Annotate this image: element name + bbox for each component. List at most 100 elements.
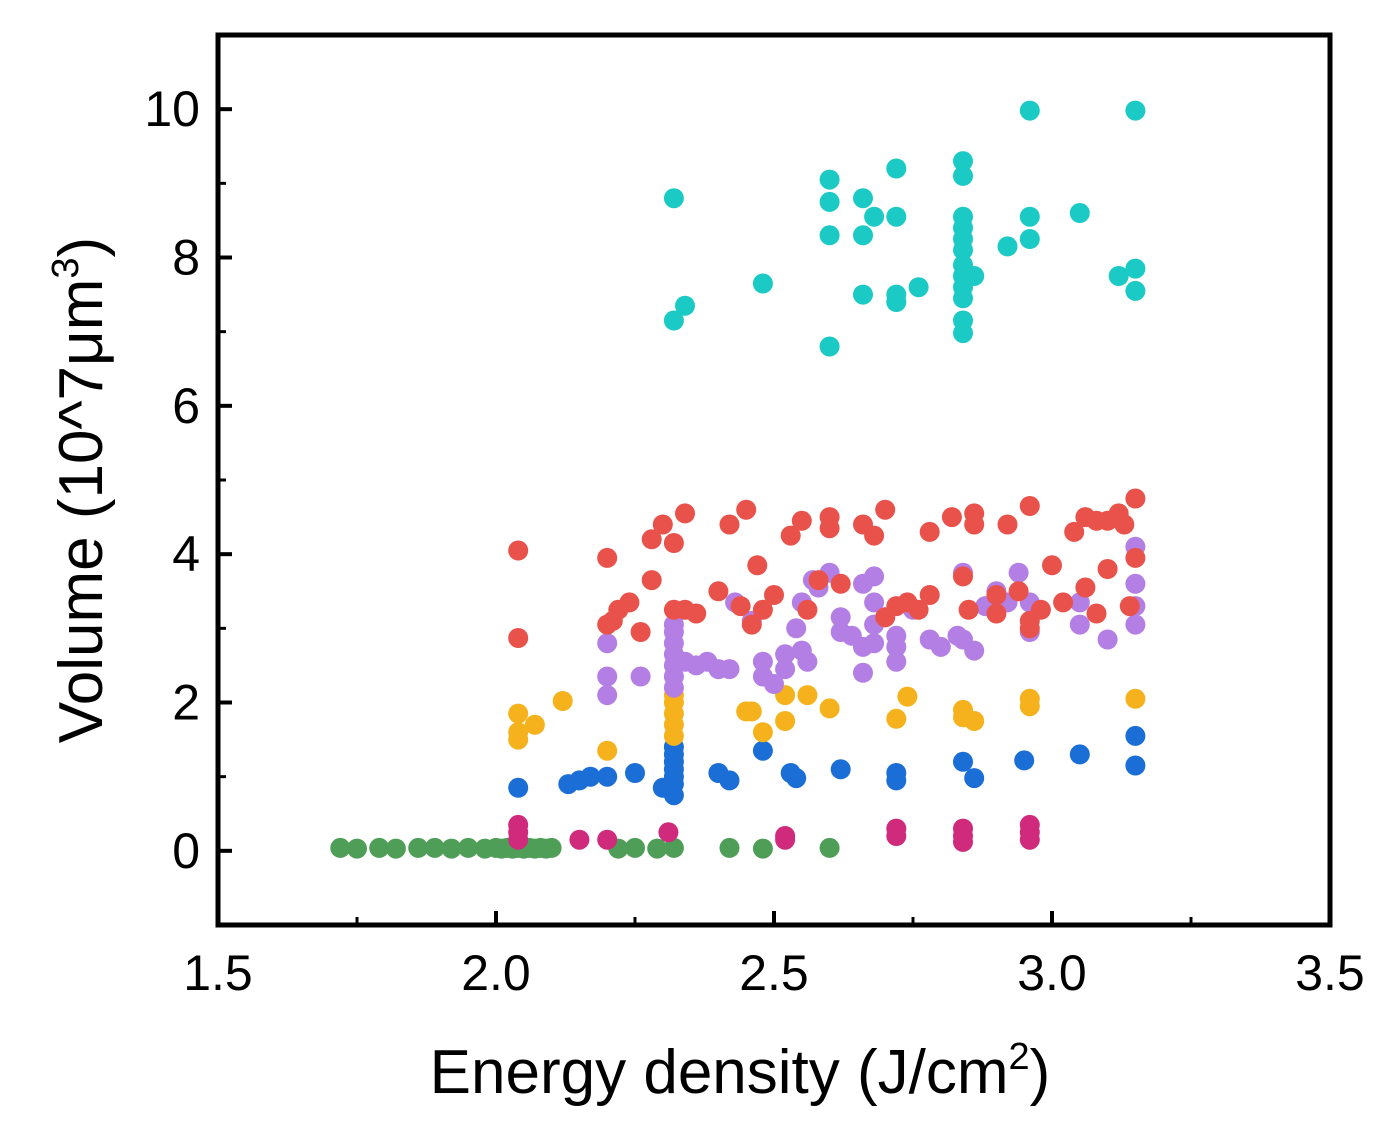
data-point (886, 206, 907, 227)
data-point (853, 188, 873, 209)
data-point (625, 837, 645, 858)
data-point (908, 277, 929, 298)
data-point (964, 266, 985, 286)
data-point (797, 651, 818, 672)
data-point (886, 292, 907, 312)
data-point (958, 599, 979, 620)
data-point (775, 711, 796, 731)
data-point (964, 514, 985, 535)
data-point (897, 686, 918, 707)
y-tick-label: 2 (172, 675, 200, 731)
data-point (1042, 555, 1062, 576)
data-point (819, 191, 840, 212)
data-point (1125, 280, 1146, 301)
x-tick-label: 2.0 (461, 945, 531, 1001)
data-point (1097, 629, 1118, 650)
x-axis-title-end: ) (1030, 1038, 1051, 1107)
data-point (964, 640, 985, 661)
y-tick-label: 8 (172, 230, 200, 286)
data-point (764, 585, 784, 605)
data-point (541, 837, 562, 858)
data-points (330, 100, 1146, 859)
data-point (1114, 514, 1135, 535)
x-tick-label: 1.5 (183, 945, 253, 1001)
data-point (819, 837, 840, 858)
data-point (708, 581, 729, 602)
x-axis-title-sup: 2 (1009, 1036, 1030, 1078)
data-point (641, 570, 662, 591)
data-point (964, 711, 985, 731)
data-point (864, 206, 885, 227)
data-point (330, 837, 351, 858)
series-magenta (508, 814, 1040, 852)
data-point (953, 151, 973, 172)
data-point (1119, 596, 1140, 617)
data-point (886, 826, 907, 846)
data-point (752, 651, 773, 672)
data-point (719, 837, 740, 858)
data-point (886, 770, 907, 791)
data-point (1008, 581, 1029, 602)
data-point (597, 547, 618, 568)
data-point (1008, 562, 1029, 583)
data-point (752, 599, 773, 620)
data-point (524, 714, 545, 735)
data-point (1069, 614, 1090, 635)
series-purple (597, 536, 1146, 706)
data-point (819, 518, 840, 539)
data-point (775, 829, 796, 850)
y-axis-title-main: Volume (10^7μm (47, 279, 116, 744)
data-point (424, 837, 445, 858)
data-point (986, 585, 1007, 605)
data-point (1019, 829, 1040, 850)
data-point (730, 596, 751, 617)
data-point (597, 829, 618, 850)
data-point (1019, 496, 1040, 516)
data-point (919, 585, 940, 605)
data-point (819, 169, 840, 190)
data-point (764, 674, 784, 694)
data-point (1125, 688, 1146, 709)
x-axis: 1.5 2.0 2.5 3.0 3.5 (183, 911, 1365, 1001)
data-point (997, 236, 1018, 257)
data-point (1125, 614, 1146, 635)
data-point (1053, 592, 1074, 613)
data-point (619, 592, 640, 613)
data-point (919, 521, 940, 542)
data-point (1069, 203, 1090, 223)
data-point (953, 831, 973, 852)
data-point (663, 837, 684, 858)
data-point (741, 701, 762, 722)
data-point (580, 766, 601, 787)
data-point (830, 607, 851, 628)
data-point (1125, 100, 1146, 121)
data-point (630, 666, 651, 687)
x-axis-title: Energy density (J/cm2) (430, 1036, 1051, 1107)
data-point (886, 708, 907, 729)
data-point (830, 573, 851, 594)
data-point (658, 822, 679, 843)
data-point (408, 837, 429, 858)
data-point (953, 323, 973, 344)
data-point (552, 691, 573, 711)
data-point (986, 603, 1007, 624)
series-blue (508, 725, 1146, 806)
data-point (752, 722, 773, 743)
data-point (775, 659, 796, 680)
data-point (1125, 488, 1146, 509)
data-point (786, 618, 807, 639)
data-point (1019, 618, 1040, 639)
data-point (853, 225, 873, 246)
data-point (953, 751, 973, 772)
data-point (864, 566, 885, 587)
y-tick-label: 10 (144, 81, 200, 137)
data-point (853, 284, 873, 305)
data-point (1125, 547, 1146, 568)
data-point (786, 768, 807, 789)
data-point (1064, 521, 1085, 542)
data-point (508, 829, 529, 850)
data-point (819, 698, 840, 719)
series-orange (508, 685, 1146, 761)
data-point (1075, 577, 1096, 598)
